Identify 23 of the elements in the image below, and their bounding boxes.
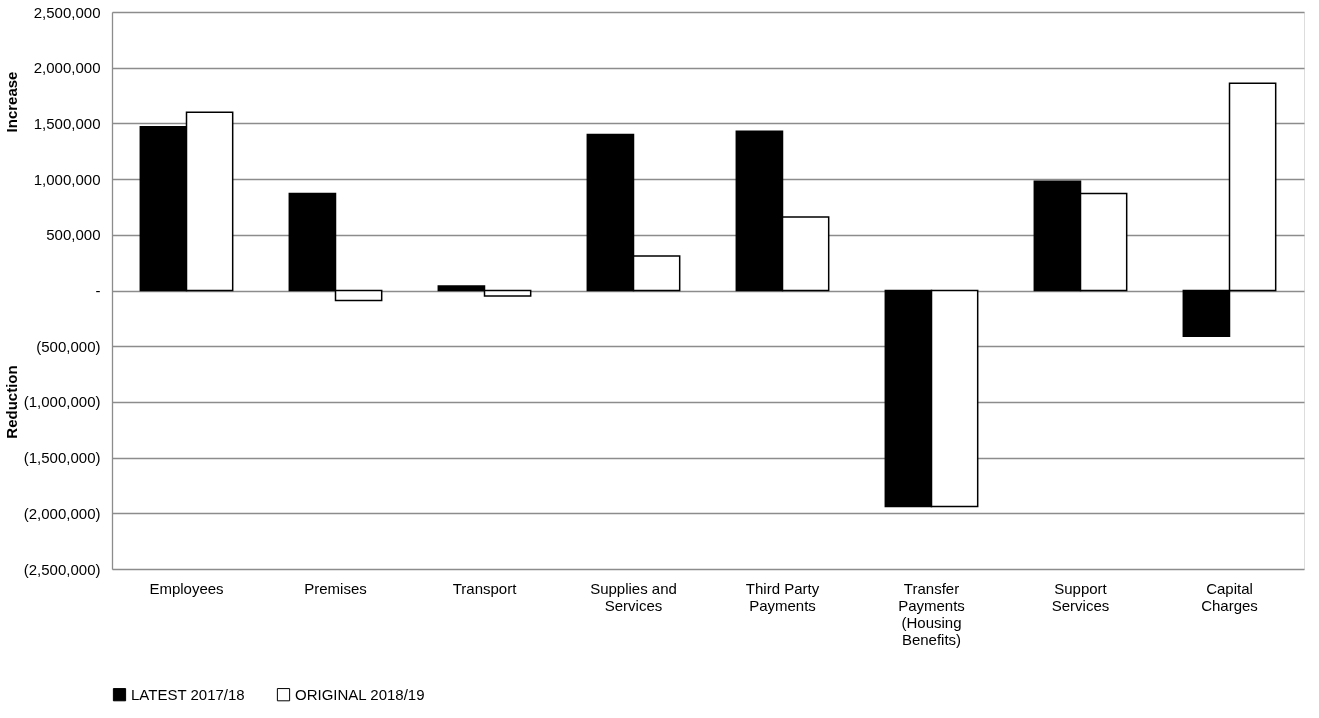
y-tick-label: (2,500,000) <box>23 560 101 578</box>
y-tick-label: (2,000,000) <box>23 504 101 522</box>
y-tick-label: (1,000,000) <box>23 393 101 411</box>
y-tick-label: (1,500,000) <box>23 449 101 467</box>
x-tick-label: Third Party Payments <box>745 579 820 614</box>
y-tick-label: 500,000 <box>46 226 101 244</box>
x-tick-label: Support Services <box>1051 579 1110 614</box>
legend-label: ORIGINAL 2018/19 <box>295 685 425 703</box>
x-tick-label: Transport <box>452 579 518 597</box>
x-tick-label: Employees <box>149 579 224 597</box>
text: Reduction <box>3 365 20 439</box>
y-tick-label: (500,000) <box>36 337 101 355</box>
y-tick-label: 2,500,000 <box>33 3 101 21</box>
text: Increase <box>3 71 20 133</box>
x-tick-label: Capital Charges <box>1201 579 1258 614</box>
legend-label: LATEST 2017/18 <box>131 685 245 703</box>
x-tick-label: Supplies and Services <box>590 579 677 614</box>
y-tick-label: 1,000,000 <box>33 170 101 188</box>
y-tick-label: - <box>95 282 101 299</box>
y-tick-label: 2,000,000 <box>33 59 101 77</box>
y-tick-label: 1,500,000 <box>33 114 101 132</box>
x-tick-label: Premises <box>304 579 367 597</box>
x-tick-label: Transfer Payments (Housing Benefits) <box>898 579 965 648</box>
